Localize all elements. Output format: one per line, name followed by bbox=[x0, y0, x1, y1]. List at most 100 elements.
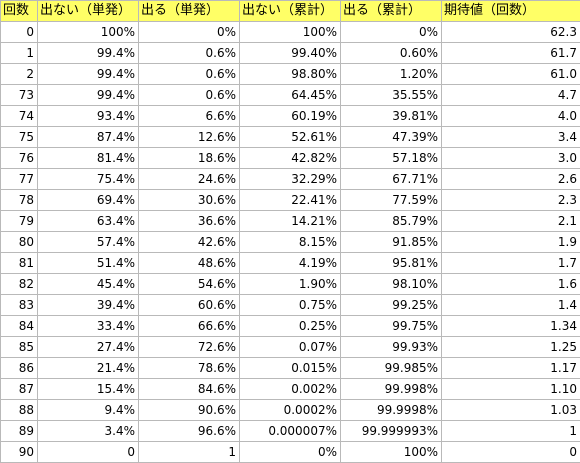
cell-hit-cumulative: 1.20% bbox=[341, 64, 442, 85]
cell-hit-single: 0.6% bbox=[139, 64, 240, 85]
cell-miss-cumulative: 0.25% bbox=[240, 316, 341, 337]
cell-hit-cumulative: 99.93% bbox=[341, 337, 442, 358]
header-cell-hit-single: 出る（単発） bbox=[139, 1, 240, 22]
cell-expected-value: 61.7 bbox=[442, 43, 580, 64]
cell-count: 79 bbox=[1, 211, 38, 232]
table-row: 76 81.4% 18.6% 42.82% 57.18% 3.0 bbox=[1, 148, 580, 169]
cell-miss-single: 99.4% bbox=[38, 85, 139, 106]
cell-expected-value: 61.0 bbox=[442, 64, 580, 85]
cell-miss-cumulative: 98.80% bbox=[240, 64, 341, 85]
cell-hit-single: 78.6% bbox=[139, 358, 240, 379]
cell-hit-cumulative: 77.59% bbox=[341, 190, 442, 211]
table-row: 1 99.4% 0.6% 99.40% 0.60% 61.7 bbox=[1, 43, 580, 64]
cell-hit-single: 96.6% bbox=[139, 421, 240, 442]
header-row: 回数 出ない（単発） 出る（単発） 出ない（累計） 出る（累計） 期待値（回数） bbox=[1, 1, 580, 22]
cell-miss-cumulative: 22.41% bbox=[240, 190, 341, 211]
cell-expected-value: 2.1 bbox=[442, 211, 580, 232]
cell-count: 89 bbox=[1, 421, 38, 442]
cell-hit-single: 12.6% bbox=[139, 127, 240, 148]
cell-hit-single: 1 bbox=[139, 442, 240, 463]
table-row: 88 9.4% 90.6% 0.0002% 99.9998% 1.03 bbox=[1, 400, 580, 421]
cell-count: 83 bbox=[1, 295, 38, 316]
cell-hit-single: 0.6% bbox=[139, 85, 240, 106]
cell-count: 76 bbox=[1, 148, 38, 169]
cell-hit-cumulative: 95.81% bbox=[341, 253, 442, 274]
cell-hit-cumulative: 47.39% bbox=[341, 127, 442, 148]
cell-expected-value: 62.3 bbox=[442, 22, 580, 43]
cell-hit-single: 0% bbox=[139, 22, 240, 43]
cell-count: 75 bbox=[1, 127, 38, 148]
cell-count: 74 bbox=[1, 106, 38, 127]
cell-expected-value: 4.7 bbox=[442, 85, 580, 106]
header-cell-hit-cumulative: 出る（累計） bbox=[341, 1, 442, 22]
cell-count: 90 bbox=[1, 442, 38, 463]
cell-expected-value: 2.6 bbox=[442, 169, 580, 190]
cell-hit-single: 72.6% bbox=[139, 337, 240, 358]
cell-count: 84 bbox=[1, 316, 38, 337]
cell-miss-cumulative: 4.19% bbox=[240, 253, 341, 274]
cell-expected-value: 1.25 bbox=[442, 337, 580, 358]
cell-miss-cumulative: 42.82% bbox=[240, 148, 341, 169]
cell-miss-cumulative: 0.75% bbox=[240, 295, 341, 316]
cell-expected-value: 1.7 bbox=[442, 253, 580, 274]
cell-miss-single: 15.4% bbox=[38, 379, 139, 400]
cell-count: 73 bbox=[1, 85, 38, 106]
cell-miss-cumulative: 1.90% bbox=[240, 274, 341, 295]
cell-count: 2 bbox=[1, 64, 38, 85]
table-row: 80 57.4% 42.6% 8.15% 91.85% 1.9 bbox=[1, 232, 580, 253]
table-body: 0 100% 0% 100% 0% 62.3 1 99.4% 0.6% 99.4… bbox=[1, 22, 580, 463]
cell-miss-cumulative: 0.002% bbox=[240, 379, 341, 400]
cell-miss-cumulative: 0.000007% bbox=[240, 421, 341, 442]
cell-hit-single: 42.6% bbox=[139, 232, 240, 253]
cell-hit-single: 66.6% bbox=[139, 316, 240, 337]
cell-miss-cumulative: 8.15% bbox=[240, 232, 341, 253]
cell-hit-single: 0.6% bbox=[139, 43, 240, 64]
cell-hit-single: 60.6% bbox=[139, 295, 240, 316]
cell-miss-single: 81.4% bbox=[38, 148, 139, 169]
cell-miss-cumulative: 0% bbox=[240, 442, 341, 463]
table-row: 87 15.4% 84.6% 0.002% 99.998% 1.10 bbox=[1, 379, 580, 400]
cell-miss-cumulative: 14.21% bbox=[240, 211, 341, 232]
table-row: 90 0 1 0% 100% 0 bbox=[1, 442, 580, 463]
cell-miss-cumulative: 0.0002% bbox=[240, 400, 341, 421]
cell-hit-cumulative: 0.60% bbox=[341, 43, 442, 64]
cell-expected-value: 0 bbox=[442, 442, 580, 463]
cell-count: 87 bbox=[1, 379, 38, 400]
cell-count: 88 bbox=[1, 400, 38, 421]
cell-miss-cumulative: 64.45% bbox=[240, 85, 341, 106]
cell-miss-single: 93.4% bbox=[38, 106, 139, 127]
cell-count: 82 bbox=[1, 274, 38, 295]
table-row: 74 93.4% 6.6% 60.19% 39.81% 4.0 bbox=[1, 106, 580, 127]
table-row: 78 69.4% 30.6% 22.41% 77.59% 2.3 bbox=[1, 190, 580, 211]
cell-miss-single: 33.4% bbox=[38, 316, 139, 337]
cell-miss-single: 87.4% bbox=[38, 127, 139, 148]
cell-miss-single: 3.4% bbox=[38, 421, 139, 442]
header-cell-miss-single: 出ない（単発） bbox=[38, 1, 139, 22]
cell-count: 86 bbox=[1, 358, 38, 379]
cell-expected-value: 1.10 bbox=[442, 379, 580, 400]
cell-miss-cumulative: 52.61% bbox=[240, 127, 341, 148]
cell-hit-cumulative: 35.55% bbox=[341, 85, 442, 106]
cell-miss-single: 27.4% bbox=[38, 337, 139, 358]
cell-miss-single: 21.4% bbox=[38, 358, 139, 379]
cell-expected-value: 3.4 bbox=[442, 127, 580, 148]
cell-hit-cumulative: 98.10% bbox=[341, 274, 442, 295]
cell-expected-value: 1.03 bbox=[442, 400, 580, 421]
cell-hit-cumulative: 99.75% bbox=[341, 316, 442, 337]
table-row: 81 51.4% 48.6% 4.19% 95.81% 1.7 bbox=[1, 253, 580, 274]
cell-hit-cumulative: 39.81% bbox=[341, 106, 442, 127]
cell-hit-cumulative: 99.998% bbox=[341, 379, 442, 400]
cell-expected-value: 3.0 bbox=[442, 148, 580, 169]
table-row: 0 100% 0% 100% 0% 62.3 bbox=[1, 22, 580, 43]
cell-miss-single: 39.4% bbox=[38, 295, 139, 316]
cell-hit-single: 6.6% bbox=[139, 106, 240, 127]
cell-miss-cumulative: 32.29% bbox=[240, 169, 341, 190]
cell-expected-value: 1.17 bbox=[442, 358, 580, 379]
cell-count: 80 bbox=[1, 232, 38, 253]
cell-miss-cumulative: 100% bbox=[240, 22, 341, 43]
cell-miss-cumulative: 0.07% bbox=[240, 337, 341, 358]
cell-expected-value: 2.3 bbox=[442, 190, 580, 211]
cell-hit-cumulative: 100% bbox=[341, 442, 442, 463]
table-row: 73 99.4% 0.6% 64.45% 35.55% 4.7 bbox=[1, 85, 580, 106]
